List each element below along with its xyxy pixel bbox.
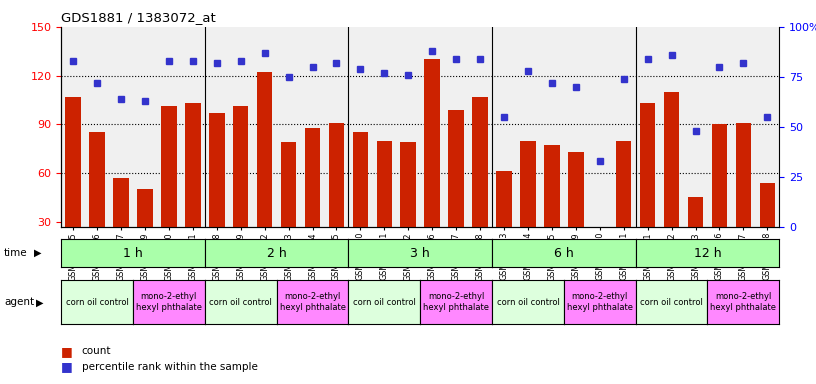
- Bar: [401, 142, 416, 227]
- Text: 2 h: 2 h: [267, 247, 286, 260]
- Bar: [448, 110, 464, 227]
- Text: count: count: [82, 346, 111, 356]
- Bar: [89, 132, 105, 227]
- Bar: [568, 152, 583, 227]
- Bar: [496, 171, 512, 227]
- Bar: [185, 103, 201, 227]
- Text: mono-2-ethyl
hexyl phthalate: mono-2-ethyl hexyl phthalate: [280, 292, 345, 313]
- Text: 6 h: 6 h: [554, 247, 574, 260]
- Bar: [616, 141, 632, 227]
- Bar: [663, 92, 680, 227]
- Bar: [688, 197, 703, 227]
- Bar: [592, 227, 608, 241]
- Bar: [329, 122, 344, 227]
- Bar: [760, 183, 775, 227]
- Bar: [209, 113, 224, 227]
- Text: GDS1881 / 1383072_at: GDS1881 / 1383072_at: [61, 12, 216, 25]
- Text: mono-2-ethyl
hexyl phthalate: mono-2-ethyl hexyl phthalate: [424, 292, 489, 313]
- Text: ▶: ▶: [34, 248, 42, 258]
- Bar: [257, 72, 273, 227]
- Bar: [113, 178, 129, 227]
- Bar: [544, 146, 560, 227]
- Text: 12 h: 12 h: [694, 247, 721, 260]
- Bar: [712, 124, 727, 227]
- Text: corn oil control: corn oil control: [496, 298, 560, 307]
- Text: corn oil control: corn oil control: [65, 298, 129, 307]
- Bar: [520, 141, 536, 227]
- Bar: [161, 106, 177, 227]
- Bar: [281, 142, 296, 227]
- Text: agent: agent: [4, 297, 34, 308]
- Bar: [424, 60, 440, 227]
- Bar: [376, 141, 392, 227]
- Bar: [640, 103, 655, 227]
- Bar: [137, 189, 153, 227]
- Bar: [233, 106, 249, 227]
- Text: 1 h: 1 h: [123, 247, 143, 260]
- Text: time: time: [4, 248, 28, 258]
- Text: ■: ■: [61, 360, 73, 373]
- Bar: [65, 97, 81, 227]
- Text: mono-2-ethyl
hexyl phthalate: mono-2-ethyl hexyl phthalate: [567, 292, 632, 313]
- Text: percentile rank within the sample: percentile rank within the sample: [82, 362, 258, 372]
- Text: mono-2-ethyl
hexyl phthalate: mono-2-ethyl hexyl phthalate: [711, 292, 776, 313]
- Text: corn oil control: corn oil control: [353, 298, 416, 307]
- Text: corn oil control: corn oil control: [209, 298, 273, 307]
- Bar: [353, 132, 368, 227]
- Bar: [472, 97, 488, 227]
- Text: corn oil control: corn oil control: [640, 298, 703, 307]
- Text: ▶: ▶: [36, 297, 43, 308]
- Text: 3 h: 3 h: [410, 247, 430, 260]
- Bar: [735, 122, 752, 227]
- Text: mono-2-ethyl
hexyl phthalate: mono-2-ethyl hexyl phthalate: [136, 292, 202, 313]
- Text: ■: ■: [61, 345, 73, 358]
- Bar: [304, 127, 321, 227]
